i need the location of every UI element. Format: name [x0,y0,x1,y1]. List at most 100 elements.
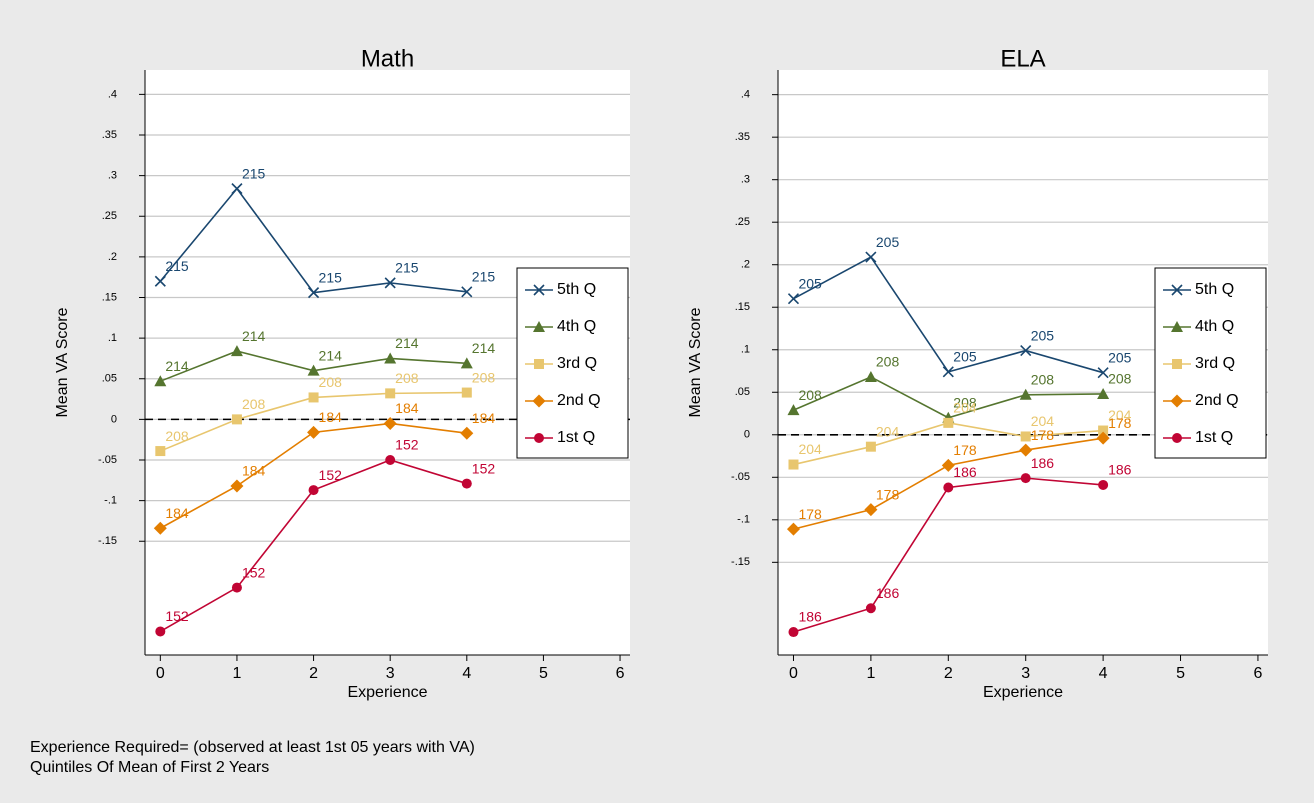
data-label: 152 [319,467,343,483]
y-tick-label: -.05 [731,471,750,483]
legend-marker [1171,321,1183,332]
data-label: 215 [319,269,343,285]
legend-label: 1st Q [1195,429,1233,446]
marker [153,521,167,535]
data-label: 152 [242,564,266,580]
data-label: 208 [1031,372,1055,388]
marker [788,459,799,470]
legend-marker [533,284,545,296]
legend-label: 5th Q [1195,281,1234,298]
marker [1097,387,1110,399]
data-label: 208 [319,374,343,390]
y-tick-label: 0 [744,429,750,441]
y-tick-label: -.05 [98,454,117,466]
x-tick-label: 1 [232,665,241,682]
x-tick-label: 3 [1021,665,1030,682]
marker [787,293,800,305]
data-label: 205 [1108,349,1132,365]
marker [384,277,396,289]
marker [865,251,877,263]
marker [461,387,472,398]
marker [864,503,878,517]
marker [383,416,397,430]
marker [1097,367,1109,379]
data-label: 214 [472,340,496,356]
marker [385,455,396,465]
legend-marker [532,394,546,408]
y-tick-label: .35 [102,129,117,141]
x-axis-label: Experience [983,684,1063,701]
marker [941,458,955,472]
marker [865,441,876,452]
legend-label: 4th Q [557,318,596,335]
marker [460,426,474,440]
data-label: 208 [165,428,189,444]
x-tick-label: 2 [309,665,318,682]
marker [943,417,954,428]
data-label: 186 [1031,455,1055,471]
marker [231,582,242,593]
legend-marker [1172,433,1182,443]
data-label: 178 [1108,415,1132,431]
marker [786,522,800,536]
data-label: 186 [876,585,900,601]
x-tick-label: 1 [866,665,875,682]
marker [1020,431,1031,442]
y-tick-label: -.15 [731,556,750,568]
data-label: 208 [876,354,900,370]
chart-title: ELA [1000,45,1045,72]
data-label: 214 [319,347,343,363]
y-tick-label: .05 [102,373,117,385]
note: Quintiles Of Mean of First 2 Years [30,759,269,776]
marker [230,345,243,357]
data-label: 204 [1031,413,1055,429]
data-label: 208 [242,396,266,412]
data-label: 214 [395,335,419,351]
data-label: 186 [1108,462,1132,478]
y-tick-label: -.1 [737,514,750,526]
x-tick-label: 5 [1176,665,1185,682]
marker [308,392,319,403]
data-label: 204 [1108,407,1132,423]
y-tick-label: .3 [741,174,750,186]
y-tick-label: .15 [735,301,750,313]
legend-label: 1st Q [557,429,595,446]
data-label: 208 [1108,371,1132,387]
chart-title: Math [361,45,414,72]
marker [384,352,397,364]
x-tick-label: 3 [386,665,395,682]
y-tick-label: .1 [741,344,750,356]
marker [154,375,167,387]
marker [307,425,321,439]
marker [1019,443,1033,457]
marker [231,414,242,425]
data-label: 178 [876,486,900,502]
y-tick-label: 0 [111,413,117,425]
marker [307,364,320,376]
data-label: 205 [953,349,977,365]
data-label: 184 [319,409,343,425]
legend-label: 3rd Q [1195,355,1235,372]
data-label: 178 [953,442,977,458]
x-tick-label: 4 [1099,665,1108,682]
marker [460,357,473,369]
legend-label: 5th Q [557,281,596,298]
data-label: 204 [876,423,900,439]
data-label: 186 [953,464,977,480]
y-tick-label: .4 [108,88,117,100]
data-label: 208 [472,369,496,385]
y-tick-label: .25 [735,216,750,228]
note: Experience Required= (observed at least … [30,739,475,756]
y-tick-label: -.15 [98,535,117,547]
y-tick-label: .2 [108,251,117,263]
y-tick-label: .2 [741,259,750,271]
marker [1096,431,1110,445]
data-label: 208 [953,394,977,410]
marker [1020,345,1032,357]
data-label: 152 [472,460,496,476]
y-tick-label: -.1 [104,495,117,507]
x-tick-label: 0 [156,665,165,682]
y-axis-label: Mean VA Score [687,307,704,417]
data-label: 152 [395,437,419,453]
marker [1098,425,1109,436]
